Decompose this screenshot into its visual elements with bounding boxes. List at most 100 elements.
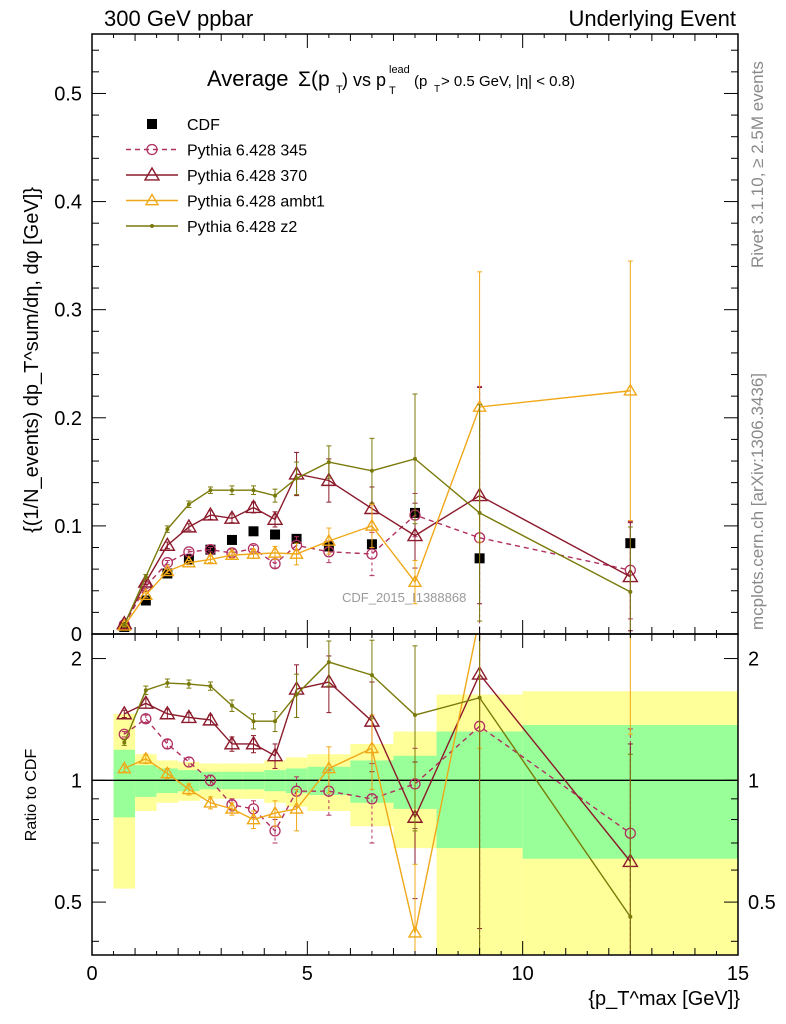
data-point: [186, 682, 191, 687]
data-point: [180, 709, 198, 724]
series-line: [123, 661, 631, 918]
legend-label: Pythia 6.428 z2: [187, 219, 297, 236]
y-tick-label: 0: [71, 624, 82, 646]
data-point: [223, 509, 241, 524]
data-point: [186, 502, 191, 507]
data-point: [289, 546, 304, 559]
data-point: [364, 518, 380, 531]
data-point: [413, 713, 417, 718]
series-main-2: [116, 387, 639, 632]
data-point: [160, 766, 175, 779]
legend-marker: [143, 166, 161, 181]
data-point: [180, 518, 198, 533]
data-point: [181, 555, 197, 568]
data-point: [161, 556, 174, 569]
title-sub2: T: [389, 85, 396, 97]
legend-label: Pythia 6.428 370: [187, 168, 307, 185]
y-tick-label: 1: [748, 770, 759, 792]
x-axis-label-text: {p_T^max [GeV]}: [588, 988, 740, 1010]
data-point: [203, 552, 218, 565]
data-point: [226, 534, 237, 545]
data-point: [138, 587, 154, 600]
data-point: [321, 761, 337, 774]
series-main-3: [117, 260, 638, 631]
x-tick-label: 10: [512, 963, 534, 985]
y-tick-label: 0.5: [748, 892, 776, 914]
data-point: [137, 694, 155, 709]
data-point: [248, 526, 259, 537]
y-tick-label: 2: [71, 649, 82, 671]
data-point: [122, 740, 127, 745]
legend-marker: [146, 143, 158, 156]
uncertainty-band-green: [135, 765, 157, 797]
data-point: [273, 493, 278, 498]
data-point: [202, 711, 219, 726]
data-point: [326, 460, 331, 465]
y-tick-label: 0.4: [54, 192, 82, 214]
data-point: [116, 615, 133, 630]
y-tick-label: 2: [748, 649, 759, 671]
main-y-axis-label-text: {(1/N_events) dp_T^sum/dη, dφ [GeV]}: [21, 187, 43, 533]
x-axis-label: {p_T^max [GeV]}: [588, 988, 740, 1010]
data-point: [407, 925, 423, 938]
data-point: [477, 510, 482, 515]
legend-marker: [150, 224, 154, 228]
data-point: [122, 622, 127, 627]
data-point: [289, 801, 304, 814]
data-point: [321, 533, 337, 546]
y-tick-label: 0.2: [54, 408, 82, 430]
data-point: [294, 476, 299, 481]
series-line: [123, 672, 631, 862]
data-point: [183, 554, 194, 565]
legend-item: CDF: [147, 117, 220, 134]
title-tail2: > 0.5 GeV, |η| < 0.8): [441, 73, 575, 90]
chart-title: Average Σ(p T ) vs p lead T (p T > 0.5 G…: [207, 64, 575, 97]
data-point: [246, 546, 261, 559]
legend: CDF Pythia 6.428 345 Pythia 6.428 370 Pythi…: [126, 117, 325, 236]
data-point: [294, 692, 299, 697]
data-point: [326, 660, 331, 665]
data-point: [366, 793, 378, 805]
series-ratio-3: [121, 634, 633, 955]
data-point: [406, 527, 424, 542]
data-point: [407, 574, 423, 588]
data-point: [266, 747, 284, 762]
data-point: [117, 618, 132, 631]
legend-marker: [144, 193, 160, 206]
y-tick-label: 0.1: [54, 516, 82, 538]
data-point: [138, 751, 154, 764]
data-point: [208, 488, 213, 493]
legend-item: Pythia 6.428 ambt1: [126, 193, 325, 211]
data-point: [229, 703, 234, 708]
data-point: [413, 456, 417, 461]
series-line: [123, 473, 631, 625]
data-point: [623, 383, 638, 396]
x-tick-label: 5: [302, 963, 313, 985]
data-point: [366, 548, 378, 560]
y-tick-label: 1: [71, 770, 82, 792]
title-tail1: (p: [414, 73, 427, 90]
data-point: [208, 684, 213, 689]
data-point: [159, 536, 176, 551]
ratio-y-axis-label-text: Ratio to CDF: [23, 749, 40, 842]
data-point: [224, 801, 240, 814]
data-point: [477, 695, 482, 700]
header-left-label: 300 GeV ppbar: [104, 6, 254, 31]
data-point: [270, 529, 281, 540]
uncertainty-band-green: [113, 749, 136, 818]
legend-label: CDF: [187, 117, 220, 134]
analysis-watermark: CDF_2015_I1388868: [342, 590, 467, 605]
title-sigma: Σ(p: [298, 68, 330, 91]
legend-item: Pythia 6.428 345: [126, 143, 307, 160]
main-y-axis-label: {(1/N_events) dp_T^sum/dη, dφ [GeV]}: [21, 187, 43, 533]
data-point: [320, 673, 338, 688]
data-point: [223, 735, 241, 750]
data-point: [273, 719, 278, 724]
data-point: [165, 527, 170, 532]
ratio-y-axis-label: Ratio to CDF: [23, 749, 40, 842]
data-point: [143, 574, 148, 579]
header-right-label: Underlying Event: [568, 6, 736, 31]
legend-item: Pythia 6.428 z2: [126, 219, 297, 236]
data-point: [165, 681, 170, 686]
